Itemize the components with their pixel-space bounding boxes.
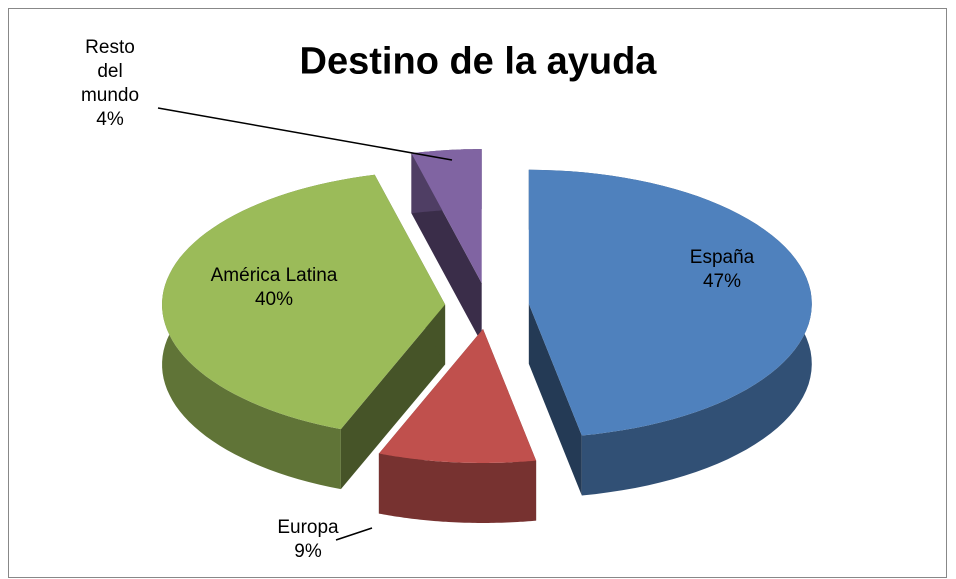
slice-side <box>528 303 582 496</box>
slice-side <box>340 304 446 490</box>
value-label: 47% <box>702 271 742 292</box>
data-label: Europa 9% <box>277 516 338 564</box>
value-label: 4% <box>96 109 124 130</box>
value-label: 40% <box>254 289 294 310</box>
leader-line <box>335 527 373 541</box>
slice <box>411 149 482 284</box>
category-label: América Latina <box>210 265 338 286</box>
category-label: Europa <box>277 517 339 538</box>
data-label: España 47% <box>690 246 754 294</box>
value-label: 9% <box>294 541 322 562</box>
slice <box>378 329 537 463</box>
slice <box>528 169 812 436</box>
slice-side <box>378 453 537 523</box>
chart-title: Destino de la ayuda <box>299 40 657 83</box>
category-label: España <box>689 247 755 268</box>
data-label: América Latina 40% <box>211 264 338 312</box>
data-label: Resto del mundo 4% <box>75 36 145 132</box>
leader-line <box>157 107 453 161</box>
slice <box>162 174 446 430</box>
category-label: Resto del mundo <box>80 37 140 106</box>
